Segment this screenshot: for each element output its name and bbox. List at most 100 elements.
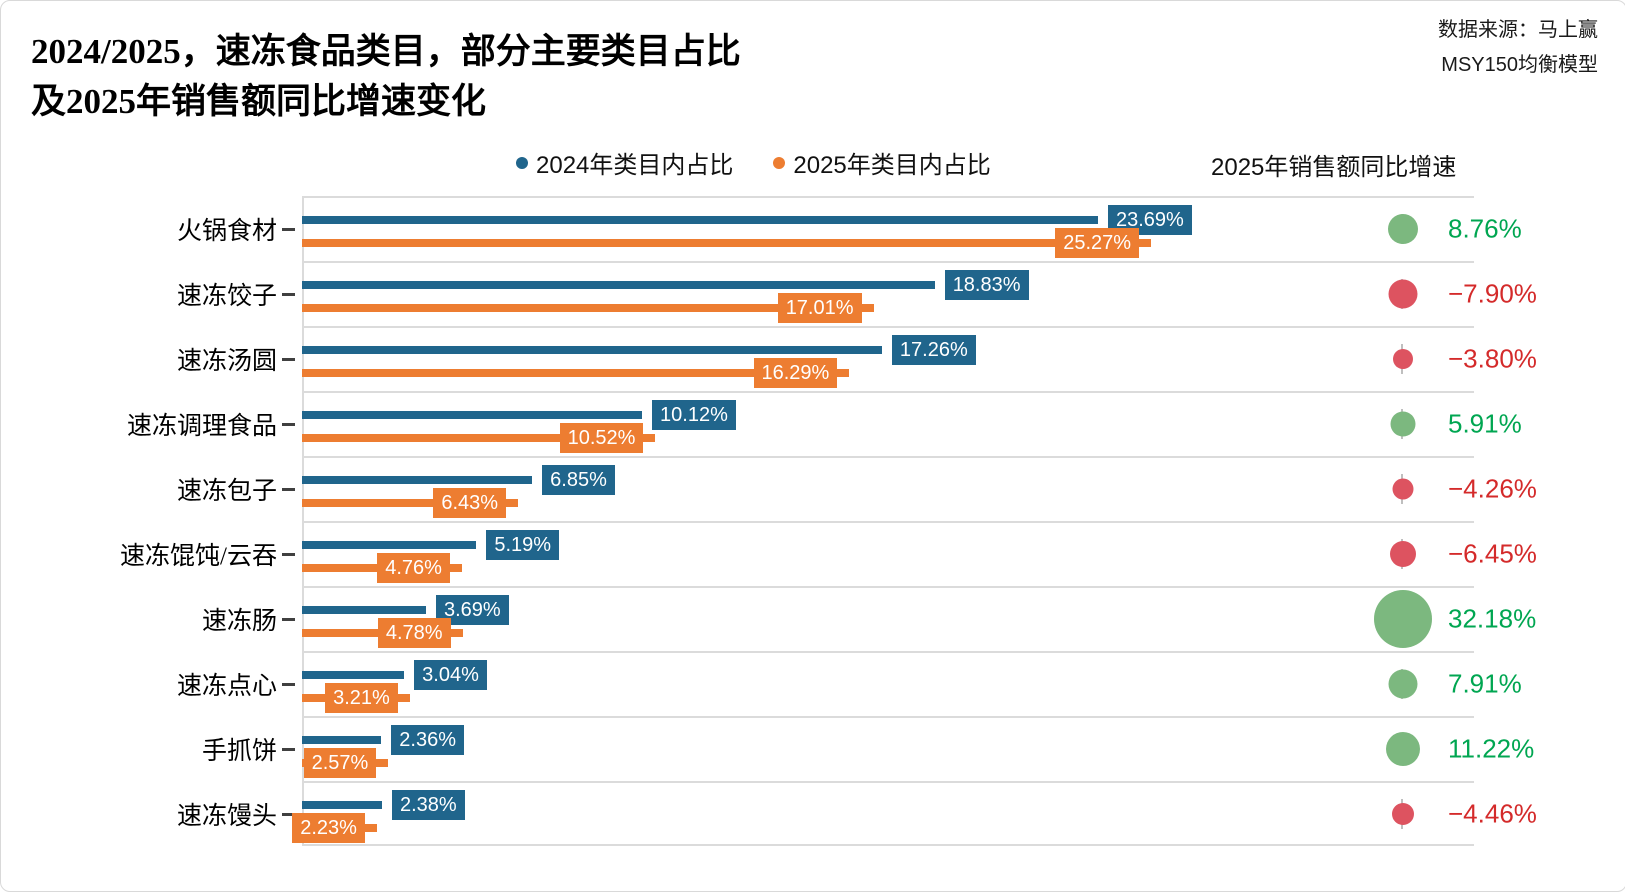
growth-bubble	[1392, 802, 1414, 825]
category-row: 速冻馄饨/云吞 5.19% 4.76% −6.45%	[120, 521, 1625, 586]
bar-2024	[302, 671, 405, 679]
category-row: 手抓饼 2.36% 2.57% 11.22%	[202, 716, 1625, 781]
bar-2024-value: 2.38%	[391, 790, 465, 820]
chart-title: 2024/2025，速冻食品类目，部分主要类目占比 及2025年销售额同比增速变…	[31, 27, 741, 126]
bar-2025-value: 17.01%	[777, 293, 862, 323]
axis-tick	[282, 422, 295, 426]
category-label: 火锅食材	[176, 217, 277, 245]
growth-value: −4.46%	[1448, 798, 1537, 828]
growth-bubble	[1388, 279, 1418, 308]
category-row: 火锅食材 23.69% 25.27% 8.76%	[177, 196, 1625, 261]
bar-2024	[302, 281, 935, 289]
growth-bubble	[1393, 348, 1413, 369]
growth-value: −7.90%	[1448, 278, 1537, 308]
plot-area: 火锅食材 23.69% 25.27% 8.76% 速冻饺子 18.83% 17.…	[120, 196, 1625, 846]
axis-tick	[282, 292, 295, 296]
axis-tick	[282, 357, 295, 361]
bar-2024	[302, 411, 643, 419]
category-label: 速冻包子	[176, 477, 277, 505]
bar-2025-value: 16.29%	[753, 358, 838, 388]
category-row: 速冻汤圆 17.26% 16.29% −3.80%	[177, 326, 1625, 391]
bar-2024-value: 6.85%	[542, 465, 615, 495]
category-label: 速冻馒头	[176, 802, 277, 830]
axis-tick	[282, 552, 295, 556]
data-source: 数据来源：马上赢 MSY150均衡模型	[1438, 13, 1598, 83]
data-source-line2: MSY150均衡模型	[1441, 54, 1598, 76]
category-label: 速冻调理食品	[126, 412, 277, 440]
axis-tick	[282, 682, 295, 686]
legend-item-2025: 2025年类目内占比	[773, 145, 991, 180]
axis-tick	[282, 227, 295, 231]
growth-value: −6.45%	[1448, 538, 1537, 568]
row-separator-line	[302, 261, 1474, 263]
bar-2024	[302, 346, 882, 354]
category-label: 手抓饼	[201, 737, 277, 765]
row-separator-line	[302, 521, 1474, 523]
legend-dot-icon	[773, 156, 786, 169]
axis-tick	[282, 812, 295, 816]
row-separator-line	[302, 716, 1474, 718]
bar-2024-value: 3.69%	[435, 595, 509, 625]
growth-column-header: 2025年销售额同比增速	[1211, 154, 1457, 181]
bar-2024	[302, 476, 533, 484]
chart-title-line2: 及2025年销售额同比增速变化	[31, 81, 487, 121]
category-row: 速冻饺子 18.83% 17.01% −7.90%	[177, 261, 1625, 326]
data-source-line1: 数据来源：马上赢	[1438, 19, 1598, 41]
category-label: 速冻馄饨/云吞	[120, 542, 277, 570]
category-row: 速冻调理食品 10.12% 10.52% 5.91%	[127, 391, 1625, 456]
bar-2025-value: 4.78%	[377, 618, 451, 648]
row-separator-line	[302, 586, 1474, 588]
bar-2025	[302, 499, 519, 507]
category-label: 速冻饺子	[176, 282, 277, 310]
category-label: 速冻点心	[176, 672, 277, 700]
axis-tick	[282, 747, 295, 751]
growth-value: −3.80%	[1448, 343, 1537, 373]
bar-2024-value: 18.83%	[944, 270, 1029, 300]
growth-value: 7.91%	[1448, 668, 1522, 698]
growth-bubble	[1388, 669, 1418, 698]
category-label: 速冻汤圆	[176, 347, 277, 375]
bar-2025-value: 2.23%	[292, 813, 365, 843]
growth-value: −4.26%	[1448, 473, 1537, 503]
row-separator-line	[302, 196, 1474, 198]
legend-dot-icon	[516, 156, 528, 169]
bar-2024-value: 5.19%	[486, 530, 560, 560]
row-separator-line	[302, 391, 1474, 393]
bar-2025-value: 10.52%	[559, 423, 644, 453]
bar-2025-value: 25.27%	[1055, 228, 1140, 258]
category-row: 速冻点心 3.04% 3.21% 7.91%	[177, 651, 1625, 716]
growth-bubble	[1386, 731, 1420, 766]
growth-bubble	[1392, 478, 1414, 499]
row-separator-line	[302, 651, 1474, 653]
bar-2025-value: 6.43%	[433, 488, 507, 518]
growth-value: 8.76%	[1448, 213, 1522, 243]
legend: 2024年类目内占比 2025年类目内占比	[516, 145, 991, 180]
bar-2024	[302, 216, 1098, 224]
category-row: 速冻肠 3.69% 4.78% 32.18%	[202, 586, 1625, 651]
bar-2025-value: 4.76%	[377, 553, 450, 583]
bar-2025	[302, 369, 850, 377]
bar-2025	[302, 239, 1152, 247]
bar-2024	[302, 801, 382, 809]
bar-2025	[302, 434, 656, 442]
bar-2024-value: 17.26%	[891, 335, 976, 365]
growth-value: 5.91%	[1448, 408, 1522, 438]
growth-bubble	[1388, 213, 1418, 244]
chart-title-line1: 2024/2025，速冻食品类目，部分主要类目占比	[31, 32, 741, 71]
category-row: 速冻馒头 2.38% 2.23% −4.46%	[177, 781, 1625, 846]
growth-bubble	[1374, 589, 1432, 648]
bar-2025-value: 3.21%	[325, 683, 398, 713]
growth-bubble	[1390, 540, 1416, 567]
legend-item-2024: 2024年类目内占比	[516, 145, 733, 180]
bar-2024	[302, 606, 426, 614]
bar-2024-value: 10.12%	[652, 400, 736, 430]
row-separator-line	[302, 781, 1474, 783]
bar-2024-value: 3.04%	[414, 660, 487, 690]
bar-2024	[302, 541, 477, 549]
row-separator-line	[302, 456, 1474, 458]
axis-tick	[282, 617, 295, 621]
bar-2024-value: 2.36%	[391, 725, 464, 755]
category-row: 速冻包子 6.85% 6.43% −4.26%	[177, 456, 1625, 521]
growth-value: 11.22%	[1448, 733, 1535, 763]
